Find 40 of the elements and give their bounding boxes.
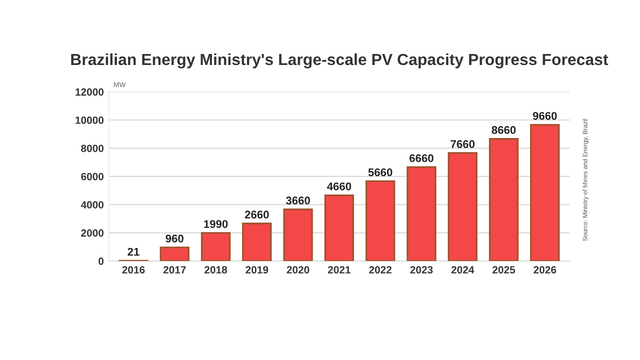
data-label: 3660 — [286, 196, 310, 204]
x-tick-label: 2021 — [328, 266, 350, 274]
bar — [448, 152, 478, 261]
data-label: 21 — [128, 248, 140, 256]
x-tick-label: 2019 — [246, 266, 268, 274]
bar — [200, 232, 231, 261]
bar — [530, 124, 560, 261]
data-label: 8660 — [492, 126, 516, 134]
y-tick-label: 8000 — [81, 144, 104, 152]
data-label: 960 — [166, 234, 184, 242]
x-tick-label: 2024 — [451, 266, 474, 274]
chart-title: Brazilian Energy Ministry's Large-scale PV Capacity Progress Forecast — [71, 53, 608, 68]
bar — [242, 222, 272, 261]
x-tick-label: 2022 — [369, 266, 392, 274]
bar — [283, 208, 313, 261]
y-tick-label: 4000 — [80, 201, 104, 208]
data-label: 4660 — [327, 182, 352, 190]
data-label: 7660 — [450, 140, 475, 148]
y-tick-label: 6000 — [81, 172, 104, 180]
data-label: 2660 — [244, 210, 269, 219]
x-tick-label: 2017 — [163, 266, 186, 274]
bar — [488, 138, 519, 261]
y-tick-label: 10000 — [76, 116, 104, 124]
data-label: 9660 — [532, 112, 557, 120]
bar — [406, 166, 436, 261]
data-label: 6660 — [410, 154, 434, 162]
data-label: 1990 — [204, 220, 228, 228]
x-tick-label: 2016 — [122, 266, 145, 274]
bar — [366, 180, 396, 261]
x-tick-label: 2025 — [492, 266, 516, 274]
y-tick-label: 0 — [98, 258, 104, 265]
x-tick-label: 2020 — [286, 266, 310, 274]
bar — [160, 246, 190, 261]
data-label: 5660 — [368, 168, 392, 176]
x-tick-label: 2018 — [204, 266, 228, 274]
bar — [324, 194, 354, 261]
y-tick-label: 12000 — [76, 88, 104, 96]
x-tick-label: 2026 — [534, 266, 556, 274]
y-tick-label: 2000 — [81, 229, 104, 237]
x-tick-label: 2023 — [410, 266, 433, 274]
